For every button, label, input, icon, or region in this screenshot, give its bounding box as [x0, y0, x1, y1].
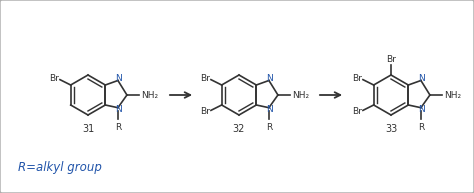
Text: NH₂: NH₂	[292, 91, 309, 100]
Text: N: N	[266, 74, 273, 83]
Text: NH₂: NH₂	[141, 91, 158, 100]
Text: R: R	[115, 123, 121, 132]
Text: 33: 33	[385, 124, 397, 134]
Text: N: N	[419, 105, 425, 114]
Text: R: R	[418, 123, 424, 132]
Text: Br: Br	[200, 107, 210, 116]
Text: N: N	[116, 74, 122, 83]
Text: Br: Br	[352, 107, 362, 116]
Text: Br: Br	[352, 74, 362, 83]
Text: Br: Br	[386, 55, 396, 64]
Text: N: N	[116, 105, 122, 114]
Text: N: N	[419, 74, 425, 83]
Text: R=alkyl group: R=alkyl group	[18, 162, 102, 174]
Text: 31: 31	[82, 124, 94, 134]
Text: N: N	[266, 105, 273, 114]
Text: R: R	[266, 123, 272, 132]
Text: 32: 32	[233, 124, 245, 134]
Text: NH₂: NH₂	[444, 91, 461, 100]
Text: Br: Br	[49, 74, 59, 83]
Text: Br: Br	[200, 74, 210, 83]
